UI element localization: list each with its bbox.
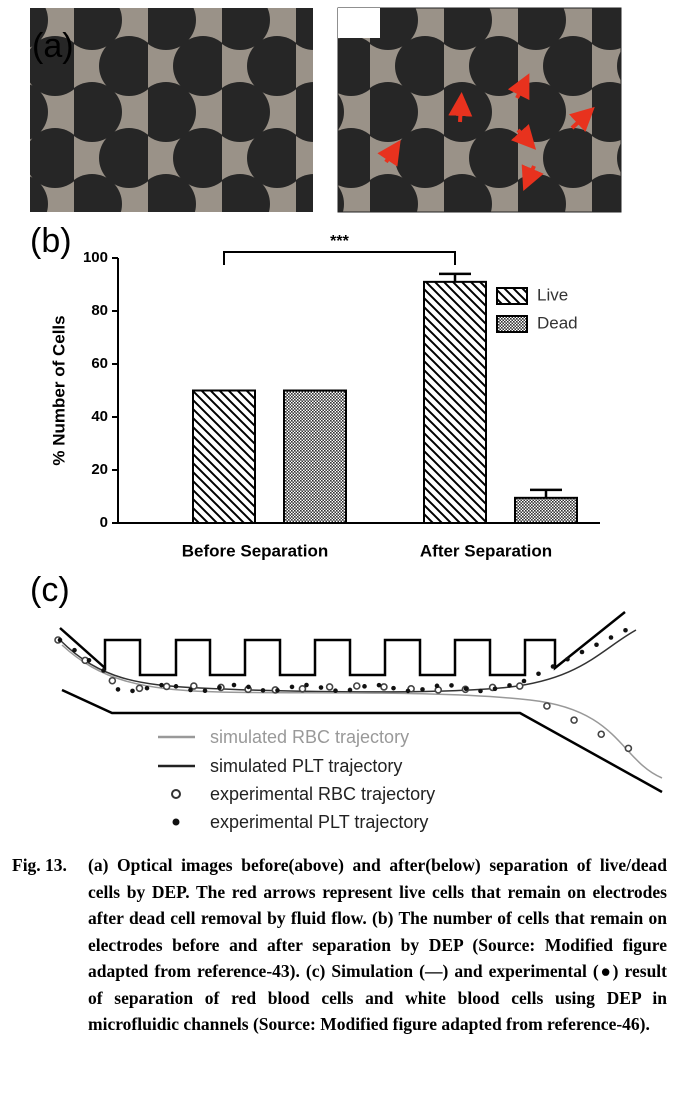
image-before [30, 8, 313, 212]
plt-point [565, 656, 570, 662]
plt-point [130, 688, 135, 694]
bar [283, 389, 347, 524]
legend-swatch [496, 315, 528, 333]
channel [59, 611, 663, 794]
y-tick-label: 0 [100, 514, 108, 531]
plt-point [362, 684, 367, 689]
plt-point [217, 685, 222, 690]
caption-text: (a) Optical images before(above) and aft… [88, 855, 667, 1034]
plt-point [289, 684, 295, 690]
plt-point [202, 688, 208, 694]
rbc-point [325, 683, 334, 691]
bar [423, 280, 487, 524]
caption: Fig. 13. (a) Optical images before(above… [12, 852, 667, 1038]
plt-point [260, 688, 266, 693]
rbc-point [543, 702, 551, 710]
plt-point [434, 683, 440, 689]
legend-swatch [496, 287, 528, 305]
error-bar [439, 272, 471, 282]
rbc-point [352, 682, 361, 690]
rbc-point [570, 716, 578, 724]
plt-point [550, 664, 556, 669]
plt-point [449, 683, 454, 688]
plt-point [391, 685, 396, 691]
plt-point [594, 642, 599, 648]
label-box [338, 8, 380, 38]
legend-label: experimental PLT trajectory [210, 812, 428, 832]
bar-chart: 0 20 40 60 80 100 % Number of Cells Before Sepa… [49, 233, 600, 560]
rbc-point [108, 676, 117, 685]
plt-point [492, 686, 498, 692]
significance-bracket [223, 251, 456, 265]
plt-point [173, 684, 179, 689]
legend-label: simulated PLT trajectory [210, 756, 402, 776]
rbc-point [624, 744, 633, 753]
legend-label: simulated RBC trajectory [210, 727, 409, 747]
legend-marker [171, 789, 181, 799]
plt-point [420, 687, 425, 692]
trajectory-points [54, 627, 633, 753]
error-bar [530, 488, 562, 498]
red-arrows [377, 73, 595, 192]
plt-point [608, 635, 614, 640]
annotation: *** [330, 233, 349, 250]
plt-point [333, 688, 338, 694]
rbc-point [135, 684, 144, 693]
y-axis-label: % Number of Cells [49, 315, 68, 465]
panel-label: (c) [30, 571, 70, 609]
plt-point [347, 687, 353, 693]
plt-point [275, 688, 280, 693]
figure: (a) (b) (c) 0 20 40 60 80 100 % Number of Cell… [30, 7, 663, 832]
y-tick-label: 20 [91, 461, 108, 478]
plt-point [86, 658, 92, 663]
legend-marker [172, 818, 180, 826]
x-tick-label: Before Separation [182, 541, 328, 560]
plt-point [376, 682, 382, 688]
legend-label: experimental RBC trajectory [210, 784, 435, 804]
rbc-point [190, 682, 198, 690]
rbc-point [597, 730, 606, 739]
plt-point [463, 686, 469, 692]
plt-point [405, 688, 411, 694]
plt-point [579, 649, 585, 655]
diagram-legend: simulated RBC trajectory simulated PLT t… [158, 727, 435, 832]
plt-point [57, 637, 63, 643]
y-tick-label: 80 [91, 302, 108, 319]
rbc-trajectory [61, 644, 663, 779]
bar [514, 496, 578, 525]
plt-point [115, 687, 121, 692]
plt-point [318, 685, 324, 690]
y-tick-label: 60 [91, 355, 108, 372]
image-after [337, 7, 622, 213]
caption-label: Fig. 13. [12, 855, 67, 875]
plt-point [72, 647, 77, 653]
plt-point [507, 683, 512, 688]
x-tick-label: After Separation [420, 541, 552, 560]
plt-point [231, 682, 237, 688]
rbc-point [515, 682, 524, 690]
plt-point [246, 684, 251, 690]
rbc-point [380, 683, 388, 691]
plt-point [144, 685, 150, 691]
plt-trajectory [59, 629, 637, 693]
plt-point [304, 682, 309, 688]
legend-label: Live [537, 285, 568, 304]
plt-point [101, 668, 106, 673]
plt-point [521, 678, 527, 684]
plt-point [536, 671, 541, 677]
y-tick-label: 40 [91, 408, 108, 425]
plt-point [159, 682, 164, 688]
plt-point [623, 627, 628, 633]
bar [192, 389, 256, 524]
legend-label: Dead [537, 313, 578, 332]
plt-point [478, 688, 483, 694]
plt-point [188, 687, 193, 693]
rbc-point [298, 685, 307, 693]
y-tick-label: 100 [83, 249, 108, 266]
panel-label: (b) [30, 222, 72, 260]
rbc-point [162, 682, 171, 691]
panel-label: (a) [32, 27, 74, 65]
